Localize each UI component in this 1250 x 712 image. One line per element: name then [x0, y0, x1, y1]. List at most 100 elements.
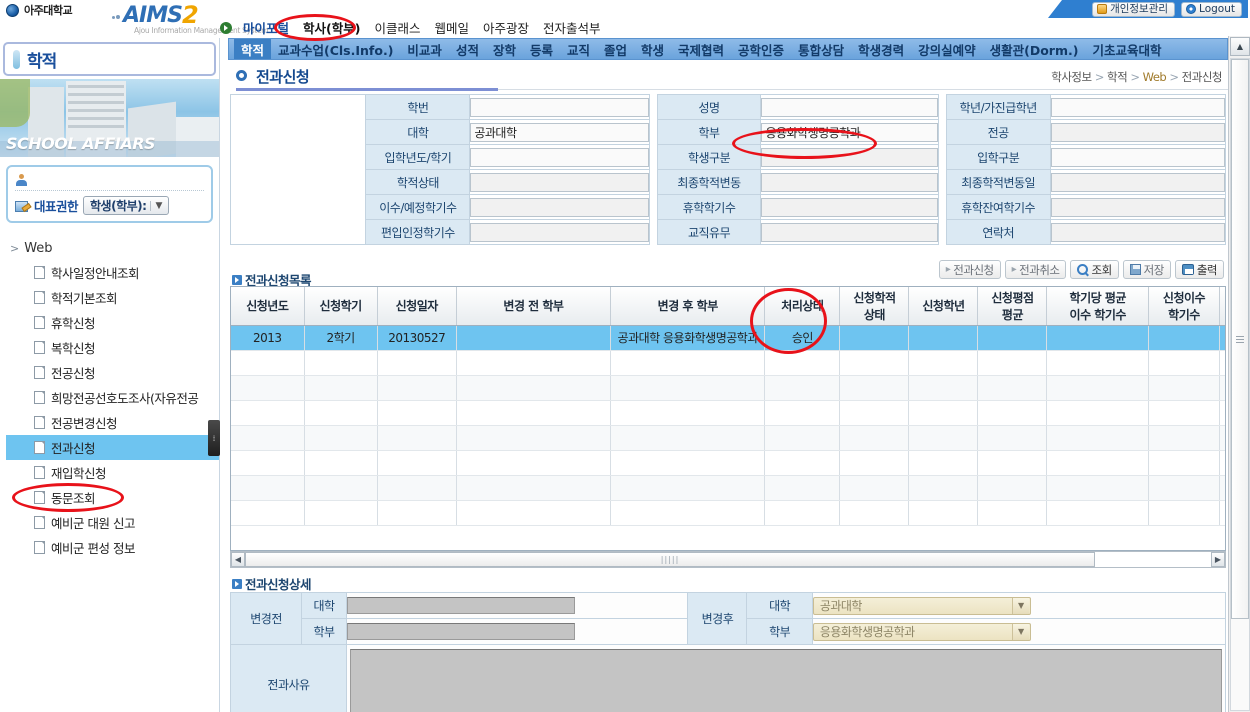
column-header-10[interactable]: 신청이수 학기수: [1148, 287, 1221, 326]
column-header-7[interactable]: 신청학년: [908, 287, 979, 326]
info-field-0-left[interactable]: [469, 94, 650, 120]
scroll-right-button[interactable]: ▶: [1211, 552, 1225, 567]
table-row-empty[interactable]: [231, 500, 1225, 526]
before-department-field[interactable]: [345, 618, 689, 645]
table-row-empty[interactable]: [231, 350, 1225, 376]
logout-button[interactable]: Logout: [1181, 1, 1242, 17]
sidebar-resize-handle[interactable]: ⁞: [208, 420, 220, 456]
tree-root-web[interactable]: > Web: [6, 239, 219, 260]
info-field-3-right[interactable]: [1049, 169, 1227, 195]
info-input-5-mid[interactable]: [761, 222, 938, 242]
sidebar-item-5[interactable]: 희망전공선호도조사(자유전공: [6, 385, 219, 410]
sidebar-item-10[interactable]: 예비군 대원 신고: [6, 510, 219, 535]
info-field-3-left[interactable]: [469, 169, 650, 195]
role-select[interactable]: 학생(학부): ▼: [83, 196, 169, 215]
aims-logo[interactable]: AIMS2 Ajou Information Management System: [112, 1, 312, 35]
scroll-left-button[interactable]: ◀: [231, 552, 245, 567]
info-field-2-right[interactable]: [1049, 144, 1227, 170]
after-department-field[interactable]: 응용화학생명공학과 ▼: [811, 618, 1227, 645]
info-field-0-mid[interactable]: [760, 94, 939, 120]
page-vertical-scrollbar[interactable]: ▲: [1228, 36, 1250, 712]
info-input-5-left[interactable]: [470, 222, 649, 242]
info-input-2-left[interactable]: [470, 147, 649, 167]
info-field-5-left[interactable]: [469, 219, 650, 245]
column-header-6[interactable]: 신청학적 상태: [839, 287, 910, 326]
privacy-settings-button[interactable]: 개인정보관리: [1092, 1, 1176, 17]
info-input-3-right[interactable]: [1050, 172, 1225, 192]
table-row[interactable]: 2013 2학기 20130527 공과대학 응용화학생명공학과 승인: [231, 325, 1225, 351]
sidebar-item-8[interactable]: 재입학신청: [6, 460, 219, 485]
menu-item-3[interactable]: 성적: [455, 42, 479, 58]
info-input-1-left[interactable]: [470, 122, 649, 142]
sidebar-item-0[interactable]: 학사일정안내조회: [6, 260, 219, 285]
sidebar-item-1[interactable]: 학적기본조회: [6, 285, 219, 310]
hscroll-track[interactable]: |||||: [245, 552, 1211, 567]
sidebar-item-3[interactable]: 복학신청: [6, 335, 219, 360]
menu-item-2[interactable]: 비교과: [407, 42, 442, 58]
after-department-select[interactable]: 응용화학생명공학과 ▼: [812, 622, 1031, 641]
info-input-5-right[interactable]: [1050, 222, 1225, 242]
info-field-1-right[interactable]: [1049, 119, 1227, 145]
menu-item-14[interactable]: 생활관(Dorm.): [989, 42, 1079, 58]
action-button-4[interactable]: 출력: [1174, 260, 1224, 279]
action-button-0[interactable]: ▸ 전과신청: [938, 260, 1001, 279]
info-input-2-right[interactable]: [1050, 147, 1225, 167]
reason-field[interactable]: [345, 644, 1227, 712]
sidebar-item-2[interactable]: 휴학신청: [6, 310, 219, 335]
menu-item-8[interactable]: 학생: [641, 42, 665, 58]
chevron-down-icon[interactable]: ▼: [1011, 623, 1029, 640]
top-tab-ajou-square[interactable]: 아주광장: [482, 21, 529, 36]
sidebar-item-6[interactable]: 전공변경신청: [6, 410, 219, 435]
info-input-2-mid[interactable]: [761, 147, 938, 167]
table-row-empty[interactable]: [231, 425, 1225, 451]
top-tab-myportal[interactable]: 마이포털: [243, 21, 290, 36]
vscroll-thumb[interactable]: [1231, 59, 1249, 619]
sidebar-item-9[interactable]: 동문조회: [6, 485, 219, 510]
info-input-4-right[interactable]: [1050, 197, 1225, 217]
column-header-3[interactable]: 변경 전 학부: [456, 287, 612, 326]
info-field-3-mid[interactable]: [760, 169, 939, 195]
info-field-1-mid[interactable]: [760, 119, 939, 145]
column-header-1[interactable]: 신청학기: [304, 287, 378, 326]
table-row-empty[interactable]: [231, 450, 1225, 476]
column-header-5[interactable]: 처리상태: [764, 287, 841, 326]
sidebar-item-7[interactable]: 전과신청: [6, 435, 219, 460]
vscroll-track[interactable]: [1230, 58, 1250, 711]
application-list-grid[interactable]: 신청년도 신청학기 신청일자 변경 전 학부 변경 후 학부 처리상태 신청학적 상태 신청학년…: [230, 286, 1226, 551]
table-row-empty[interactable]: [231, 375, 1225, 401]
sidebar-item-4[interactable]: 전공신청: [6, 360, 219, 385]
info-field-4-mid[interactable]: [760, 194, 939, 220]
info-field-1-left[interactable]: [469, 119, 650, 145]
menu-item-15[interactable]: 기초교육대학: [1092, 42, 1162, 58]
column-header-2[interactable]: 신청일자: [377, 287, 457, 326]
menu-item-6[interactable]: 교직: [566, 42, 590, 58]
info-input-0-left[interactable]: [470, 97, 649, 117]
info-field-5-right[interactable]: [1049, 219, 1227, 245]
info-field-0-right[interactable]: [1049, 94, 1227, 120]
column-header-8[interactable]: 신청평점 평균: [977, 287, 1048, 326]
action-button-2[interactable]: 조회: [1070, 260, 1119, 279]
table-row-empty[interactable]: [231, 475, 1225, 501]
menu-item-7[interactable]: 졸업: [604, 42, 628, 58]
reason-textarea[interactable]: [349, 648, 1222, 712]
info-input-0-mid[interactable]: [761, 97, 938, 117]
list-horizontal-scrollbar[interactable]: ◀ ||||| ▶: [230, 551, 1226, 568]
menu-item-13[interactable]: 강의실예약: [918, 42, 976, 58]
info-field-4-right[interactable]: [1049, 194, 1227, 220]
scroll-up-button[interactable]: ▲: [1230, 37, 1250, 56]
info-input-4-mid[interactable]: [761, 197, 938, 217]
top-tab-webmail[interactable]: 웹메일: [434, 21, 469, 36]
top-tab-academic[interactable]: 학사(학부): [303, 21, 361, 36]
menu-item-0[interactable]: 학적: [234, 39, 272, 59]
info-input-4-left[interactable]: [470, 197, 649, 217]
after-college-field[interactable]: 공과대학 ▼: [811, 592, 1227, 619]
top-tab-eclass[interactable]: 이클래스: [374, 21, 421, 36]
menu-item-9[interactable]: 국제협력: [678, 42, 725, 58]
column-header-9[interactable]: 학기당 평균 이수 학기수: [1046, 287, 1149, 326]
info-field-2-left[interactable]: [469, 144, 650, 170]
table-row-empty[interactable]: [231, 400, 1225, 426]
menu-item-1[interactable]: 교과수업(Cls.Info.): [278, 42, 394, 58]
sidebar-item-11[interactable]: 예비군 편성 정보: [6, 535, 219, 560]
menu-item-5[interactable]: 등록: [529, 42, 553, 58]
before-college-input[interactable]: [346, 597, 575, 614]
